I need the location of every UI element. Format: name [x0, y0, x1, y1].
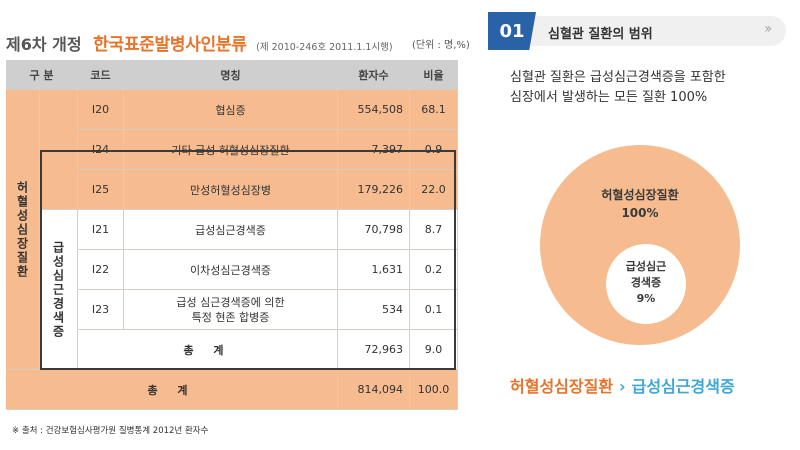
section-title: 심혈관 질환의 범위 [548, 27, 653, 42]
relation-line: 허혈성심장질환 › 급성심근경색증 [510, 373, 795, 397]
subgroup-cell: 급성심근경색증 [40, 210, 78, 370]
group-label: 허혈성심장질환 [15, 180, 29, 279]
inner-circle-label: 급성심근 경색증 9% [606, 259, 686, 307]
row-name-line2: 특정 현존 합병증 [191, 310, 270, 324]
classification-notice: (제 2010-246호 2011.1.1시행) [256, 42, 393, 53]
group-filler [40, 90, 78, 210]
document-title: 제6차 개정 한국표준발병사인분류 (제 2010-246호 2011.1.1시… [6, 30, 393, 55]
subtotal-label: 총 계 [78, 330, 338, 370]
row-ratio: 22.0 [410, 170, 458, 210]
subgroup-label: 급성심근경색증 [51, 240, 65, 339]
section-number: 01 [488, 12, 536, 50]
row-code: I23 [78, 290, 124, 330]
disease-table: 구 분 코드 명칭 환자수 비율 허혈성심장질환 급성심근경색증 I20 협심증… [6, 60, 458, 410]
row-patients: 1,631 [338, 250, 410, 290]
row-name: 급성심근경색증 [124, 210, 338, 250]
row-patients: 7,397 [338, 130, 410, 170]
inner-circle [606, 244, 686, 324]
row-code: I20 [78, 90, 124, 130]
row-code: I25 [78, 170, 124, 210]
classification-title: 한국표준발병사인분류 [93, 35, 247, 55]
row-ratio: 68.1 [410, 90, 458, 130]
group-cell: 허혈성심장질환 [6, 90, 40, 370]
header-name: 명칭 [124, 60, 338, 90]
section-banner: 01 심혈관 질환의 범위 ›› [488, 12, 794, 50]
row-ratio: 0.1 [410, 290, 458, 330]
outer-circle-label: 허혈성심장질환 100% [540, 186, 740, 222]
inner-label-pct: 9% [636, 292, 656, 305]
source-note: ※ 출처 : 건강보험심사평가원 질병통계 2012년 환자수 [12, 426, 209, 436]
relation-from: 허혈성심장질환 [510, 377, 614, 396]
inner-label-line1: 급성심근 [625, 260, 667, 273]
row-ratio: 0.2 [410, 250, 458, 290]
outer-label-name: 허혈성심장질환 [601, 188, 679, 202]
total-ratio: 100.0 [410, 370, 458, 410]
relation-to: 급성심근경색증 [631, 377, 735, 396]
row-code: I24 [78, 130, 124, 170]
revision-label: 제6차 개정 [6, 35, 82, 54]
total-patients: 814,094 [338, 370, 410, 410]
section-bar [510, 16, 786, 46]
row-code: I21 [78, 210, 124, 250]
header-patients: 환자수 [338, 60, 410, 90]
row-patients: 70,798 [338, 210, 410, 250]
row-name: 급성 심근경색증에 의한 특정 현존 합병증 [124, 290, 338, 330]
row-ratio: 0.9 [410, 130, 458, 170]
subtotal-ratio: 9.0 [410, 330, 458, 370]
row-patients: 554,508 [338, 90, 410, 130]
total-label: 총 계 [6, 370, 338, 410]
description-line1: 심혈관 질환은 급성심근경색증을 포함한 [510, 70, 726, 85]
double-chevron-right-icon: ›› [764, 21, 772, 37]
row-name: 협심증 [124, 90, 338, 130]
row-name-line1: 급성 심근경색증에 의한 [176, 295, 285, 309]
header-code: 코드 [78, 60, 124, 90]
section-description: 심혈관 질환은 급성심근경색증을 포함한 심장에서 발생하는 모든 질환 100… [510, 68, 790, 108]
row-name: 기타 급성 허혈성심장질환 [124, 130, 338, 170]
header-ratio: 비율 [410, 60, 458, 90]
unit-note: (단위 : 명,%) [412, 40, 470, 51]
header-category: 구 분 [6, 60, 78, 90]
row-code: I22 [78, 250, 124, 290]
row-name: 이차성심근경색증 [124, 250, 338, 290]
chevron-right-icon: › [619, 377, 626, 396]
inner-label-line2: 경색증 [630, 276, 662, 289]
row-ratio: 8.7 [410, 210, 458, 250]
row-patients: 179,226 [338, 170, 410, 210]
row-patients: 534 [338, 290, 410, 330]
outer-label-pct: 100% [621, 206, 659, 220]
subtotal-patients: 72,963 [338, 330, 410, 370]
description-line2: 심장에서 발생하는 모든 질환 100% [510, 90, 708, 105]
row-name: 만성허혈성심장병 [124, 170, 338, 210]
